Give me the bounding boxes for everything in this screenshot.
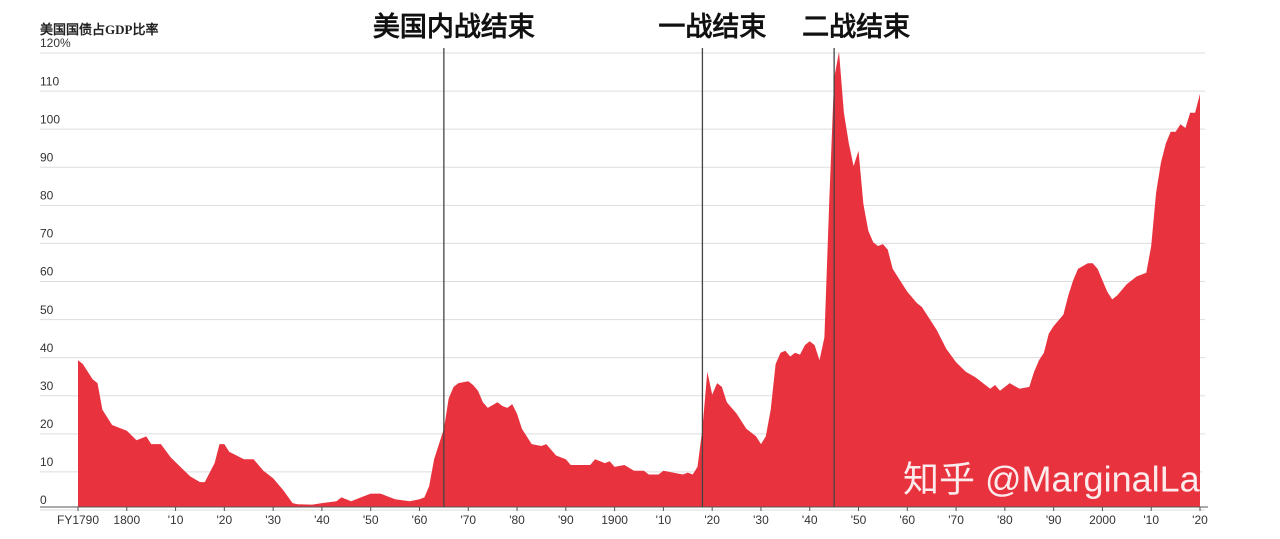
y-tick-label: 110 [40, 74, 59, 88]
y-tick-label: 30 [40, 379, 54, 393]
x-tick-label: '40 [802, 513, 818, 527]
x-tick-label: 1800 [113, 513, 140, 527]
x-tick-label: '20 [704, 513, 720, 527]
x-tick-label: '20 [1192, 513, 1208, 527]
x-tick-label: '60 [412, 513, 428, 527]
x-tick-label: 2000 [1089, 513, 1116, 527]
watermark: 知乎 @MarginalLab [903, 459, 1220, 500]
y-tick-label: 100 [40, 112, 60, 126]
x-tick-label: '80 [509, 513, 525, 527]
y-tick-label: 90 [40, 150, 54, 164]
x-tick-label: 1900 [601, 513, 628, 527]
x-tick-label: '70 [460, 513, 476, 527]
x-tick-label: '90 [1046, 513, 1062, 527]
x-tick-label: '10 [1143, 513, 1159, 527]
annotation-label: 美国内战结束 [373, 11, 535, 42]
x-tick-label: '10 [656, 513, 672, 527]
y-tick-label: 40 [40, 341, 54, 355]
y-tick-label: 120% [40, 36, 71, 50]
annotation-label: 二战结束 [802, 12, 910, 42]
x-tick-label: '20 [217, 513, 233, 527]
x-tick-label: '90 [558, 513, 574, 527]
y-tick-label: 0 [40, 493, 47, 507]
x-tick-label: FY1790 [57, 513, 99, 527]
y-tick-label: 70 [40, 227, 54, 241]
y-tick-label: 20 [40, 417, 54, 431]
x-tick-label: '50 [851, 513, 867, 527]
y-tick-label: 50 [40, 303, 54, 317]
area [78, 51, 1200, 508]
x-tick-label: '10 [168, 513, 184, 527]
y-tick-label: 60 [40, 265, 54, 279]
x-tick-label: '70 [948, 513, 964, 527]
x-tick-label: '60 [899, 513, 915, 527]
x-tick-label: '30 [753, 513, 769, 527]
x-tick-label: '80 [997, 513, 1013, 527]
y-tick-label: 10 [40, 455, 54, 469]
chart-title: 美国国债占GDP比率 [40, 22, 158, 37]
x-tick-label: '50 [363, 513, 379, 527]
y-tick-label: 80 [40, 189, 54, 203]
x-tick-label: '40 [314, 513, 330, 527]
x-tick-label: '30 [265, 513, 281, 527]
annotation-label: 一战结束 [658, 12, 766, 42]
